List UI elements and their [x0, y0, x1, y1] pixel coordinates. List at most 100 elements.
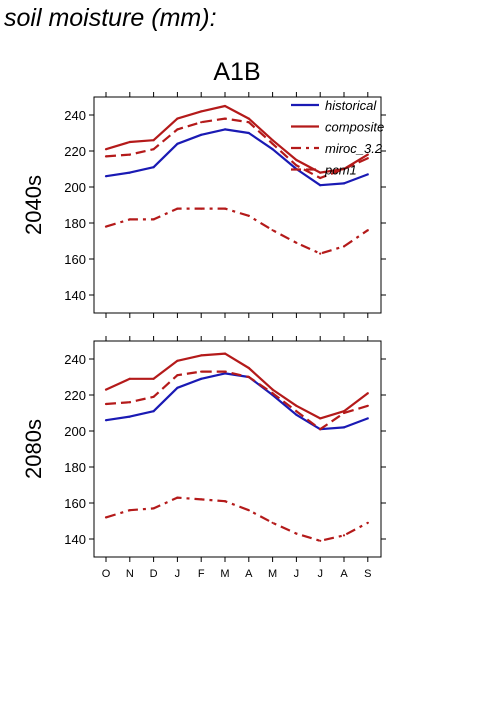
- data-point-historical: [128, 171, 131, 174]
- x-tick-label: S: [364, 568, 371, 580]
- data-point-historical: [247, 131, 250, 135]
- data-point-composite: [104, 388, 108, 391]
- data-point-pcm1: [247, 375, 250, 379]
- data-point-historical: [366, 417, 369, 420]
- y-tick-label: 140: [64, 288, 86, 303]
- data-point-miroc_3.2: [247, 214, 250, 217]
- row-label: 2040s: [21, 175, 46, 235]
- data-point-miroc_3.2: [271, 229, 274, 232]
- data-point-historical: [104, 419, 108, 422]
- legend-label: historical: [325, 98, 377, 113]
- data-point-composite: [152, 139, 155, 142]
- data-point-historical: [176, 142, 179, 145]
- row-label: 2080s: [21, 419, 46, 479]
- data-point-composite: [152, 377, 155, 380]
- data-point-miroc_3.2: [152, 218, 155, 221]
- y-tick-label: 220: [64, 144, 86, 159]
- data-point-historical: [271, 148, 274, 151]
- x-tick-label: D: [150, 568, 158, 580]
- data-point-historical: [200, 133, 203, 136]
- data-point-miroc_3.2: [104, 516, 108, 519]
- data-point-miroc_3.2: [366, 521, 369, 524]
- x-tick-label: M: [220, 568, 229, 580]
- data-point-miroc_3.2: [319, 252, 322, 255]
- series-line-pcm1: [105, 117, 369, 180]
- data-point-pcm1: [271, 142, 274, 145]
- y-tick-label: 200: [64, 180, 86, 195]
- data-point-pcm1: [176, 374, 179, 377]
- data-point-composite: [223, 352, 227, 355]
- data-point-composite: [128, 140, 131, 144]
- data-point-miroc_3.2: [223, 500, 227, 503]
- data-point-composite: [319, 417, 322, 420]
- data-point-pcm1: [295, 164, 298, 167]
- data-point-miroc_3.2: [176, 496, 179, 499]
- y-tick-label: 180: [64, 460, 86, 475]
- data-point-composite: [200, 354, 203, 357]
- series-line-historical: [105, 128, 369, 187]
- data-point-miroc_3.2: [152, 507, 155, 510]
- data-point-pcm1: [152, 395, 155, 398]
- y-tick-label: 240: [64, 352, 86, 367]
- x-tick-label: A: [340, 568, 348, 580]
- data-point-historical: [152, 166, 155, 169]
- data-point-pcm1: [176, 128, 179, 131]
- data-point-pcm1: [271, 392, 274, 395]
- y-tick-label: 140: [64, 532, 86, 547]
- x-tick-label: O: [102, 568, 111, 580]
- data-point-pcm1: [342, 411, 346, 415]
- data-point-historical: [319, 184, 322, 187]
- data-point-composite: [366, 392, 369, 395]
- data-point-pcm1: [366, 157, 369, 160]
- series-line-miroc_3.2: [105, 496, 369, 542]
- series-line-composite: [105, 352, 369, 420]
- data-point-miroc_3.2: [128, 509, 131, 512]
- data-point-miroc_3.2: [200, 207, 203, 210]
- panel-frame: [93, 340, 382, 558]
- x-tick-label: M: [268, 568, 277, 580]
- data-point-pcm1: [104, 155, 108, 158]
- data-point-miroc_3.2: [128, 218, 131, 221]
- data-point-composite: [176, 359, 179, 362]
- series-line-composite: [105, 104, 369, 174]
- x-tick-label: F: [198, 568, 205, 580]
- y-tick-label: 200: [64, 424, 86, 439]
- data-point-composite: [271, 388, 274, 391]
- y-tick-label: 180: [64, 216, 86, 231]
- panel-frame: [93, 96, 382, 314]
- data-point-pcm1: [200, 370, 203, 373]
- data-point-composite: [319, 171, 322, 174]
- data-point-miroc_3.2: [342, 245, 346, 248]
- data-point-historical: [223, 128, 227, 131]
- data-point-composite: [271, 139, 274, 142]
- data-point-historical: [176, 386, 179, 389]
- data-point-miroc_3.2: [295, 532, 298, 535]
- data-point-pcm1: [223, 117, 227, 120]
- data-point-composite: [247, 117, 250, 120]
- data-point-miroc_3.2: [200, 498, 203, 501]
- data-point-composite: [104, 148, 108, 151]
- legend-label: composite: [325, 120, 384, 135]
- series-line-miroc_3.2: [105, 207, 369, 255]
- data-point-historical: [200, 377, 203, 380]
- data-point-miroc_3.2: [104, 225, 108, 228]
- x-tick-label: J: [175, 568, 181, 580]
- data-point-pcm1: [152, 148, 155, 151]
- data-point-miroc_3.2: [271, 521, 274, 524]
- data-point-composite: [223, 104, 227, 108]
- x-tick-label: J: [294, 568, 300, 580]
- data-point-pcm1: [319, 428, 322, 431]
- data-point-historical: [342, 182, 346, 185]
- data-point-composite: [128, 377, 131, 380]
- data-point-composite: [295, 158, 298, 162]
- data-point-miroc_3.2: [247, 509, 250, 512]
- data-point-miroc_3.2: [223, 207, 227, 210]
- data-point-composite: [176, 117, 179, 120]
- data-point-historical: [152, 410, 155, 413]
- data-point-miroc_3.2: [366, 229, 369, 232]
- legend-label: miroc_3.2: [325, 141, 383, 156]
- series-line-pcm1: [105, 370, 369, 431]
- data-point-historical: [295, 413, 298, 416]
- data-point-historical: [128, 415, 131, 418]
